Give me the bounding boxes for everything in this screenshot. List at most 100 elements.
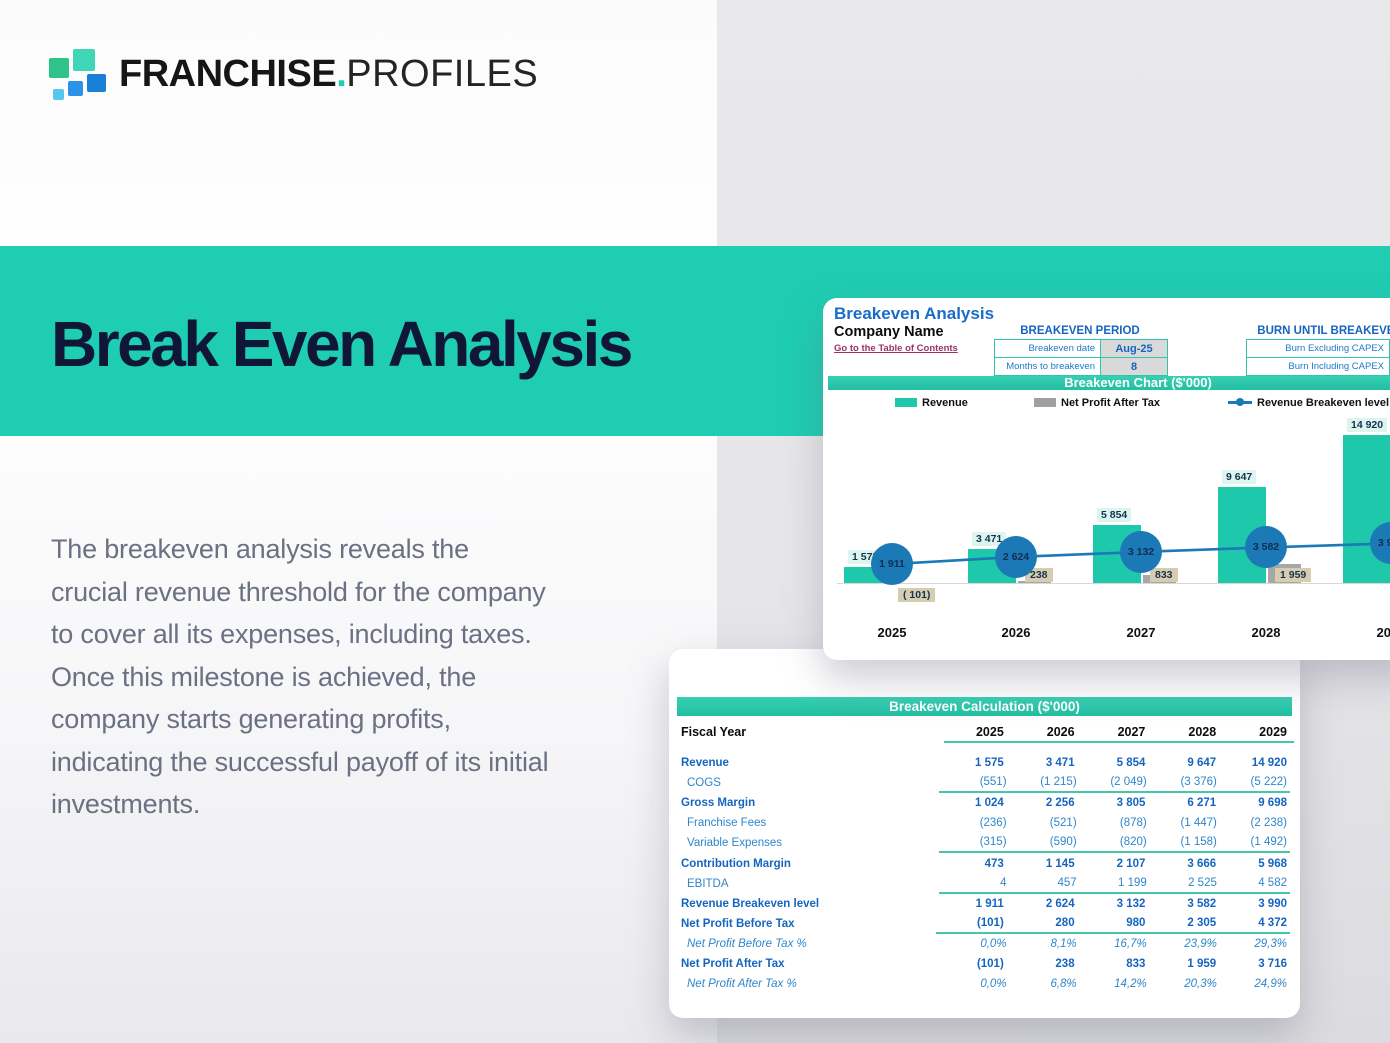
revenue-data-label: 5 854 — [1097, 507, 1132, 522]
row-value: 3 132 — [1116, 897, 1146, 910]
row-value: (1 158) — [1149, 833, 1220, 854]
x-axis-tick-label: 2025 — [877, 625, 907, 640]
row-value: 2 305 — [1148, 914, 1220, 934]
net-profit-data-label: 833 — [1150, 568, 1178, 582]
year-header: 2029 — [1259, 725, 1287, 739]
row-value: (3 376) — [1149, 773, 1220, 794]
row-value: (1 447) — [1180, 817, 1217, 830]
row-value: (315) — [939, 833, 1010, 854]
row-value: 473 — [984, 857, 1004, 870]
row-label: Net Profit After Tax % — [687, 978, 797, 991]
row-value: 5 968 — [1258, 857, 1287, 870]
net-profit-data-label: 238 — [1025, 568, 1053, 582]
brand-dot: . — [336, 53, 347, 95]
legend-label: Revenue — [922, 396, 968, 409]
row-value: 16,7% — [1114, 937, 1147, 950]
legend-item-revenue: Revenue — [895, 396, 968, 409]
brand-name-light: PROFILES — [346, 53, 539, 95]
row-value: 833 — [1126, 958, 1146, 970]
background-left — [0, 0, 717, 1043]
row-value: 2 107 — [1116, 857, 1146, 870]
row-value: 3 716 — [1258, 958, 1287, 970]
breakeven-chart-card: Breakeven Analysis Company Name Go to th… — [823, 298, 1390, 660]
paragraph-line: crucial revenue threshold for the compan… — [51, 576, 546, 607]
table-row: Net Profit Before Tax % 0,0% 8,1% 16,7% 23,9… — [681, 934, 1290, 954]
logo-square-blue-center-icon — [68, 81, 83, 96]
hero-paragraph: The breakeven analysis reveals the crucia… — [51, 528, 549, 826]
net-profit-data-label: 1 959 — [1275, 568, 1312, 582]
row-value: 3 471 — [1045, 757, 1075, 769]
revenue-data-label: 3 471 — [972, 531, 1007, 546]
row-value: 280 — [1006, 914, 1078, 934]
x-axis-tick-label: 2029 — [1376, 625, 1390, 640]
logo-square-teal-icon — [73, 49, 95, 71]
breakeven-line — [891, 542, 1390, 566]
row-value: 9 647 — [1187, 757, 1217, 769]
table-of-contents-link[interactable]: Go to the Table of Contents — [834, 343, 958, 354]
row-value: 5 854 — [1116, 757, 1146, 769]
table-row: Variable Expenses (315) (590) (820) (1 158)(… — [681, 833, 1290, 854]
burn-excluding-capex-label: Burn Excluding CAPEX — [1247, 340, 1390, 357]
logo-square-green-icon — [49, 58, 69, 78]
row-value: 3 582 — [1187, 897, 1217, 910]
row-value: 29,3% — [1254, 937, 1287, 950]
row-value: 6,8% — [1050, 978, 1077, 991]
breakeven-date-value: Aug-25 — [1101, 340, 1167, 357]
breakeven-marker: 3 990 — [1370, 522, 1390, 565]
row-value: 0,0% — [980, 937, 1007, 950]
fiscal-year-label: Fiscal Year — [681, 725, 747, 739]
row-label: EBITDA — [687, 877, 729, 890]
row-value: 4 582 — [1219, 874, 1290, 894]
table-row: Franchise Fees (236) (521) (878) (1 447) (2 2… — [681, 813, 1290, 833]
row-value: 2 525 — [1149, 874, 1220, 894]
paragraph-line: company starts generating profits, — [51, 704, 451, 734]
row-value: 3 990 — [1258, 897, 1287, 910]
row-value: (101) — [976, 958, 1004, 970]
x-axis-tick-label: 2027 — [1126, 625, 1156, 640]
revenue-data-label: 9 647 — [1222, 470, 1257, 485]
breakeven-marker: 3 132 — [1120, 530, 1162, 573]
company-name: Company Name — [834, 324, 944, 340]
months-to-breakeven-value: 8 — [1101, 358, 1167, 375]
row-value: 14 920 — [1251, 757, 1287, 769]
row-value: 1 199 — [1079, 874, 1150, 894]
row-value: 238 — [1055, 958, 1075, 970]
year-header: 2028 — [1188, 725, 1217, 739]
chart-banner: Breakeven Chart ($'000) — [828, 376, 1390, 390]
row-label: Gross Margin — [681, 797, 756, 810]
row-value: 457 — [1009, 874, 1080, 894]
row-value: 1 024 — [975, 797, 1004, 810]
row-value: 24,9% — [1254, 978, 1287, 991]
table-row: Revenue Breakeven level 1 911 2 624 3 132 3 … — [681, 894, 1290, 914]
months-to-breakeven-label: Months to breakeven — [995, 358, 1101, 375]
row-value: 1 575 — [975, 757, 1004, 769]
burn-including-capex-row: Burn Including CAPEX — [1247, 357, 1390, 375]
row-value: 3 805 — [1116, 797, 1146, 810]
revenue-swatch-icon — [895, 398, 917, 407]
year-header: 2026 — [1046, 725, 1075, 739]
row-value: 1 145 — [1045, 857, 1075, 870]
row-value: 9 698 — [1258, 797, 1287, 810]
row-value: (1 215) — [1009, 773, 1080, 794]
row-label: Net Profit Before Tax % — [687, 937, 807, 950]
row-label: Net Profit Before Tax — [681, 917, 795, 930]
chart-plot: 1 575( 101) 1 911 2025 3 471 238 2 624 2026 5 8… — [823, 410, 1390, 658]
breakeven-period-table: Breakeven date Aug-25 Months to breakeve… — [994, 339, 1168, 376]
burn-table: Burn Excluding CAPEX Burn Including CAPE… — [1246, 339, 1390, 376]
row-value: (2 049) — [1079, 773, 1150, 794]
row-value: (101) — [936, 914, 1007, 934]
table-row: Net Profit After Tax (101) 238 833 1 959 3 71… — [681, 954, 1290, 974]
revenue-data-label: 14 920 — [1347, 418, 1388, 432]
breakeven-line-swatch-icon — [1228, 398, 1252, 406]
year-header: 2027 — [1117, 725, 1146, 739]
row-value: (820) — [1079, 833, 1150, 854]
legend-label: Revenue Breakeven level — [1257, 396, 1390, 409]
table-row: Contribution Margin 473 1 145 2 107 3 666 5 9… — [681, 854, 1290, 874]
breakeven-marker: 3 582 — [1245, 526, 1287, 569]
paragraph-line: The breakeven analysis reveals the — [51, 534, 469, 564]
table-row: COGS (551) (1 215) (2 049) (3 376) (5 222) — [681, 773, 1290, 794]
row-value: 23,9% — [1184, 937, 1217, 950]
row-value: (878) — [1119, 817, 1147, 830]
row-value: 6 271 — [1187, 797, 1217, 810]
legend-item-net-profit: Net Profit After Tax — [1034, 397, 1160, 409]
